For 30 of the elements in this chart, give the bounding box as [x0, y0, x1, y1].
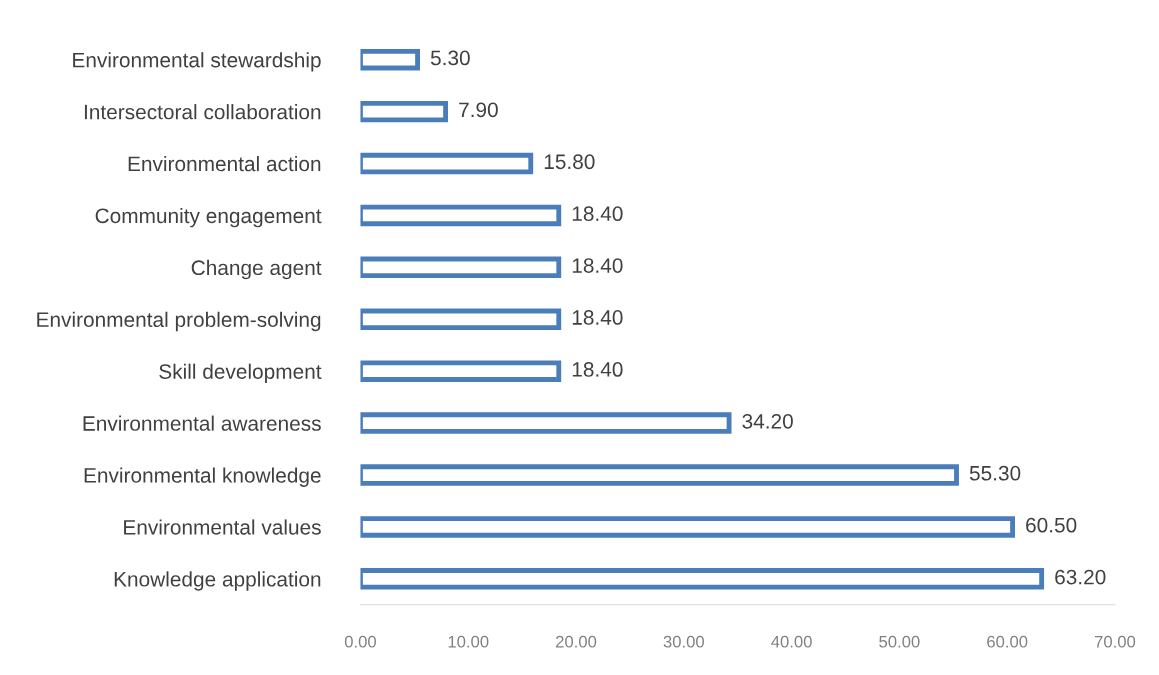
data-label: 60.50: [1026, 517, 1077, 533]
data-label: 18.40: [572, 362, 623, 377]
data-label: 18.40: [572, 258, 623, 273]
y-tick-label: Community engagement: [95, 207, 322, 228]
data-label: 63.20: [1055, 569, 1106, 585]
data-label: 5.30: [430, 50, 470, 66]
y-tick-label: Environmental knowledge: [84, 467, 321, 487]
x-tick-label: 40.00: [771, 635, 812, 648]
y-tick-label: Environmental stewardship: [73, 52, 321, 72]
x-tick-label: 50.00: [879, 635, 920, 648]
data-label: 18.40: [572, 310, 623, 325]
y-tick-label: Skill development: [159, 363, 322, 384]
y-tick-label: Environmental awareness: [83, 415, 321, 431]
data-label: 18.40: [572, 206, 623, 222]
x-tick-label: 70.00: [1094, 635, 1136, 648]
y-tick-label: Intersectoral collaboration: [84, 104, 321, 120]
y-tick-label: Change agent: [191, 259, 322, 280]
x-tick-label: 60.00: [987, 635, 1028, 648]
data-label: 7.90: [459, 102, 498, 118]
y-tick-label: Knowledge application: [114, 571, 321, 591]
data-label: 34.20: [742, 413, 793, 429]
data-label: 15.80: [544, 154, 595, 170]
x-tick-label: 0.00: [344, 635, 377, 648]
y-tick-label: Environmental action: [128, 155, 321, 172]
data-label: 55.30: [969, 465, 1021, 481]
x-tick-label: 20.00: [556, 635, 597, 648]
y-tick-label: Environmental problem-solving: [37, 311, 321, 332]
y-tick-label: Environmental values: [124, 519, 321, 535]
x-tick-label: 30.00: [663, 635, 705, 648]
x-tick-label: 10.00: [448, 635, 489, 648]
